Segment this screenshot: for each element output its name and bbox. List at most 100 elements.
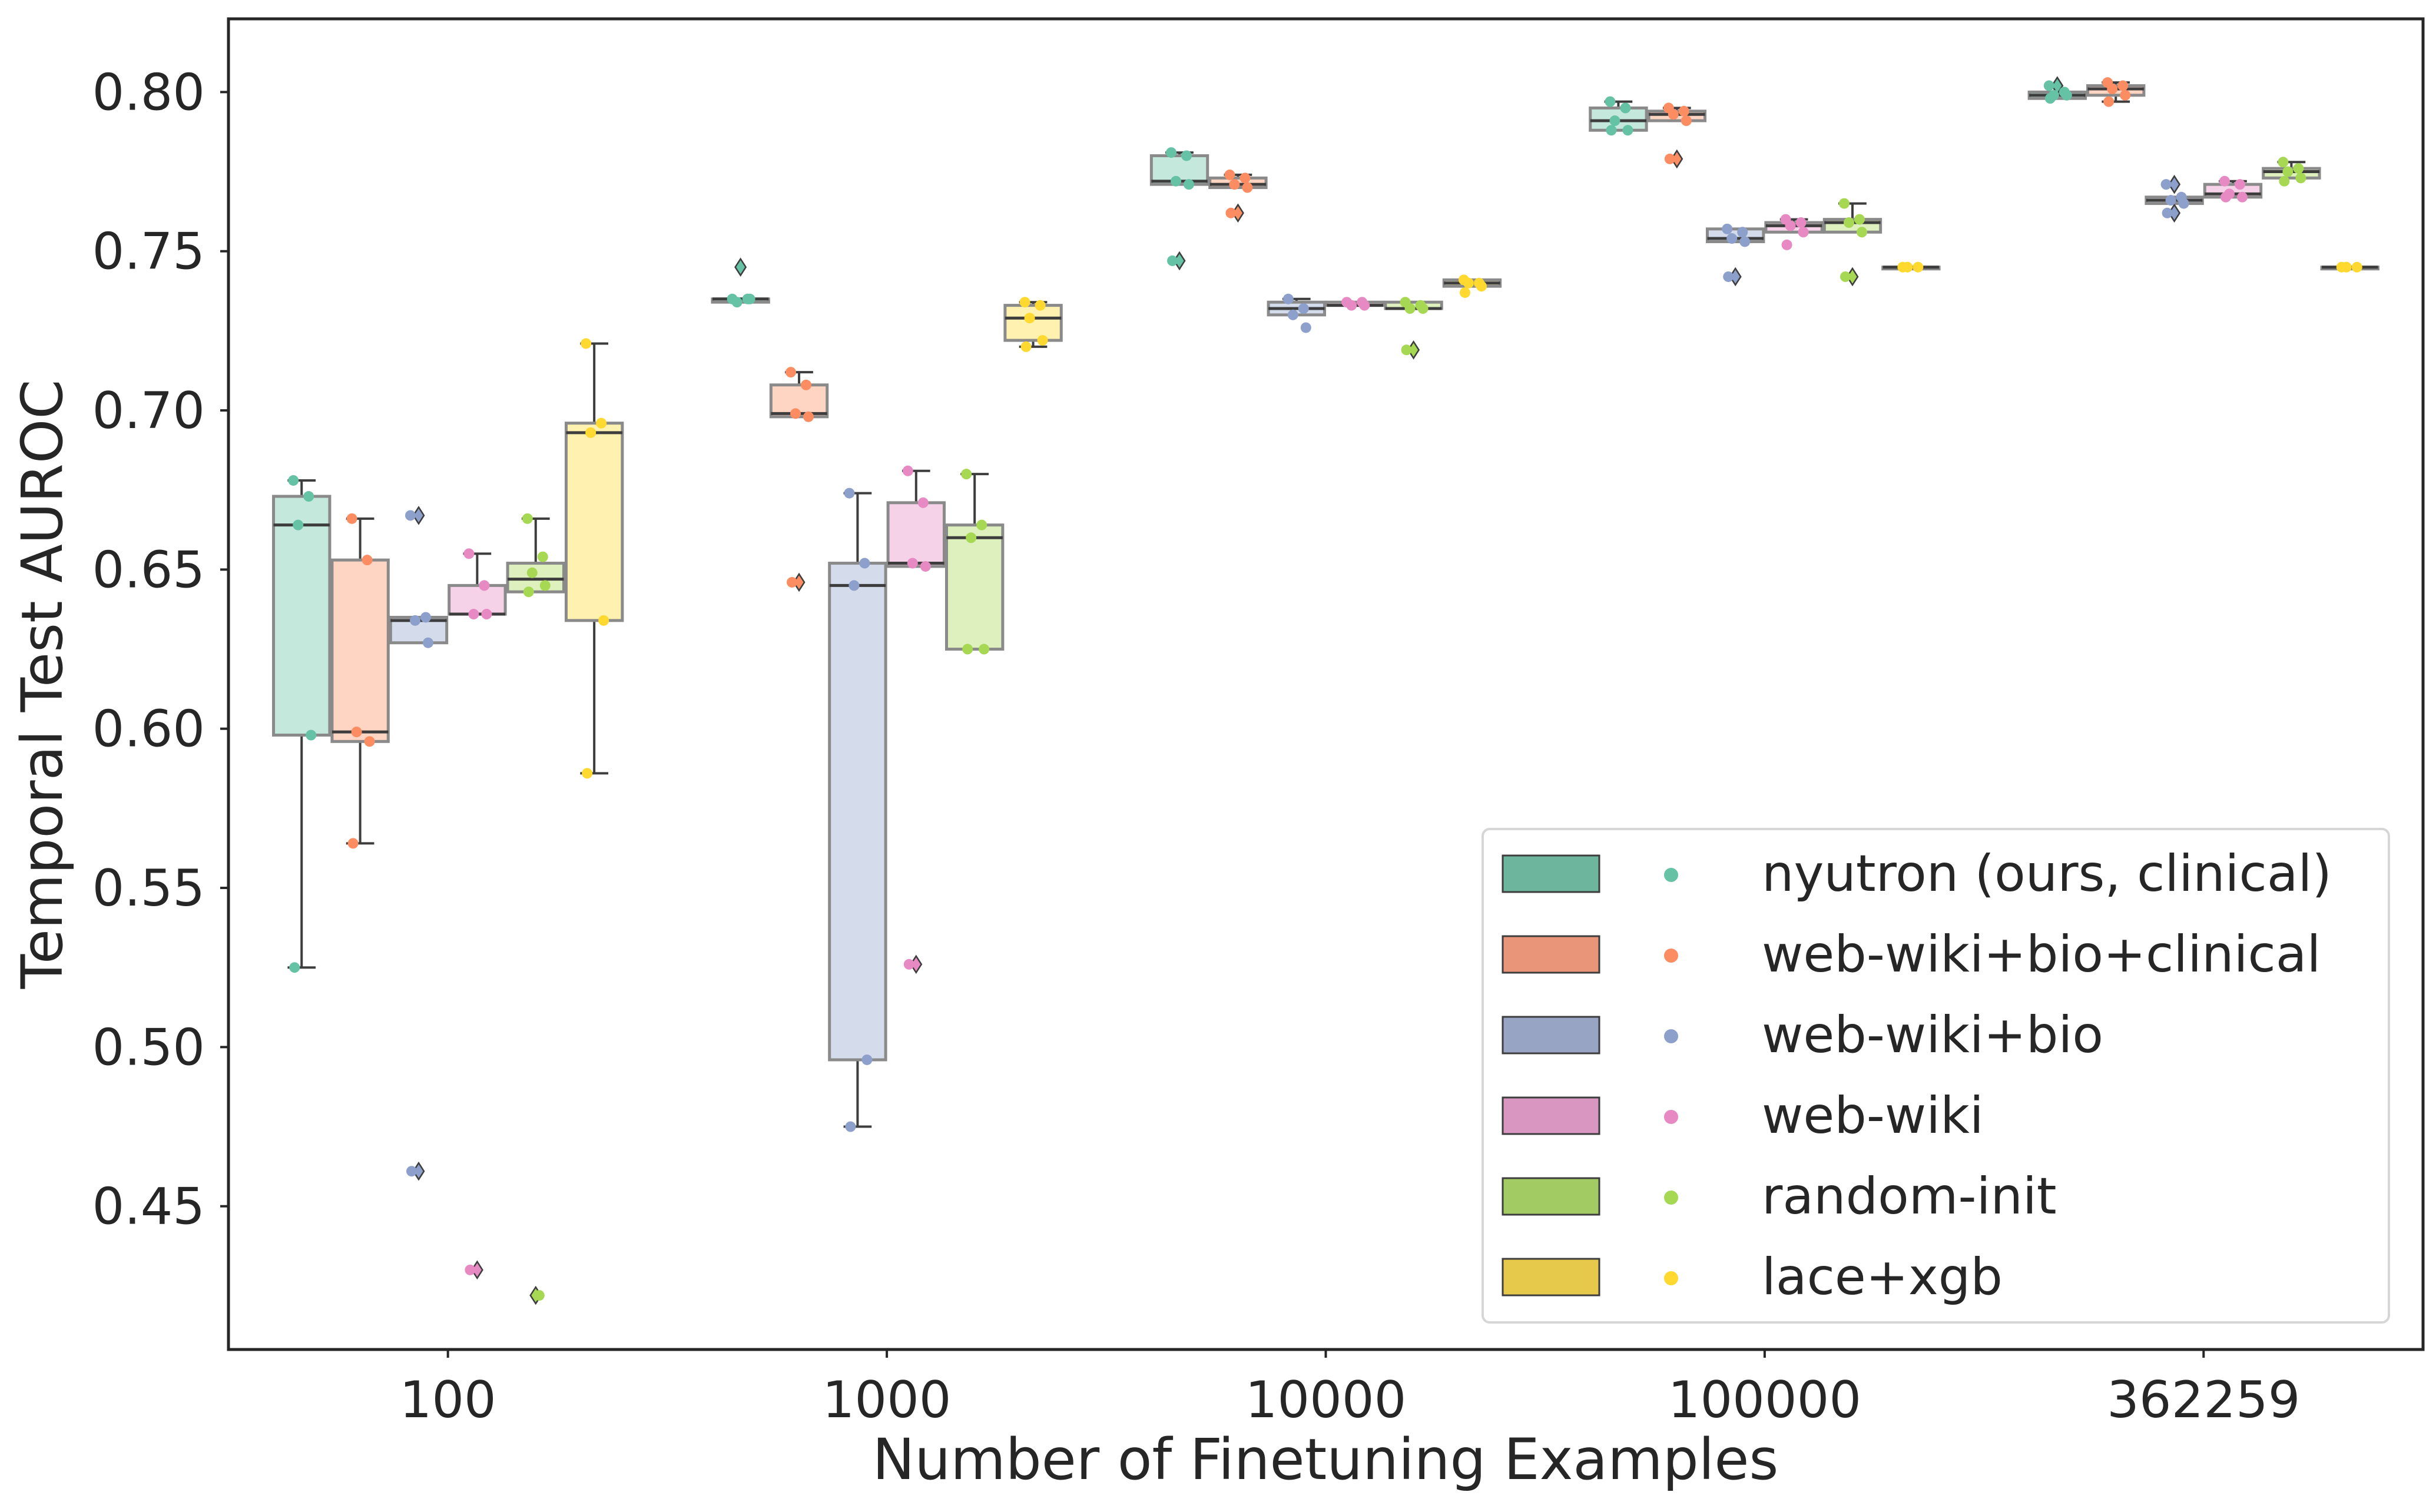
data-point bbox=[362, 555, 373, 566]
data-point bbox=[463, 548, 475, 559]
data-point bbox=[902, 465, 913, 476]
data-point bbox=[962, 644, 973, 655]
x-tick-label: 100 bbox=[400, 1371, 496, 1430]
series-1 bbox=[330, 77, 2146, 849]
data-point bbox=[1668, 109, 1679, 120]
legend-marker bbox=[1664, 868, 1678, 882]
box-group bbox=[1384, 297, 1443, 360]
box-group bbox=[1706, 223, 1765, 287]
data-point bbox=[1838, 198, 1850, 209]
data-point bbox=[410, 615, 421, 626]
box-group bbox=[1003, 297, 1063, 352]
data-point bbox=[2236, 191, 2248, 203]
data-point bbox=[1229, 179, 1240, 190]
box bbox=[448, 583, 507, 616]
data-point bbox=[351, 727, 362, 738]
data-point bbox=[2178, 198, 2189, 209]
data-point bbox=[1606, 125, 1617, 136]
data-point bbox=[1840, 271, 1851, 282]
data-point bbox=[1463, 277, 1474, 289]
legend-marker bbox=[1664, 1110, 1678, 1124]
data-point bbox=[790, 408, 801, 419]
data-point bbox=[1037, 335, 1048, 346]
data-point bbox=[1224, 169, 1235, 180]
data-point bbox=[405, 510, 416, 521]
data-point bbox=[907, 558, 918, 569]
data-point bbox=[1166, 147, 1177, 158]
data-point bbox=[1359, 300, 1370, 311]
data-point bbox=[2234, 179, 2245, 190]
data-point bbox=[920, 561, 931, 572]
y-tick-label: 0.45 bbox=[92, 1178, 205, 1236]
data-point bbox=[859, 558, 870, 569]
data-point bbox=[2043, 80, 2054, 91]
data-point bbox=[2220, 191, 2231, 203]
legend-label: web-wiki+bio+clinical bbox=[1762, 925, 2321, 984]
data-point bbox=[1622, 125, 1633, 136]
data-point bbox=[2351, 261, 2362, 273]
data-point bbox=[1298, 303, 1309, 314]
box-group bbox=[1647, 102, 1707, 169]
data-point bbox=[1476, 281, 1487, 292]
data-point bbox=[849, 580, 860, 591]
box-group bbox=[389, 506, 449, 1181]
data-point bbox=[523, 586, 534, 598]
data-point bbox=[288, 475, 299, 486]
data-point bbox=[1854, 214, 1865, 225]
data-point bbox=[303, 491, 314, 502]
box bbox=[272, 495, 332, 737]
data-point bbox=[976, 519, 987, 530]
data-point bbox=[903, 959, 914, 970]
data-point bbox=[2103, 96, 2114, 107]
data-point bbox=[582, 768, 593, 779]
data-point bbox=[1902, 261, 1913, 273]
data-point bbox=[801, 379, 812, 390]
data-point bbox=[2279, 175, 2290, 187]
outlier-point bbox=[734, 257, 747, 277]
y-tick-label: 0.50 bbox=[92, 1018, 205, 1077]
data-point bbox=[1605, 96, 1616, 107]
box bbox=[828, 562, 887, 1062]
box-group bbox=[2145, 174, 2204, 223]
data-point bbox=[1181, 150, 1192, 161]
data-point bbox=[1609, 115, 1620, 127]
y-tick-label: 0.65 bbox=[92, 541, 205, 599]
data-point bbox=[1678, 105, 1689, 117]
box-group bbox=[1208, 169, 1268, 223]
data-point bbox=[364, 736, 375, 747]
box-group bbox=[944, 469, 1005, 655]
legend-item: nyutron (ours, clinical) bbox=[1502, 844, 2332, 903]
series-4 bbox=[506, 157, 2321, 1305]
data-point bbox=[2044, 93, 2056, 104]
outlier-point bbox=[2168, 174, 2181, 194]
legend-item: web-wiki+bio bbox=[1502, 1006, 2103, 1065]
data-point bbox=[2117, 80, 2129, 91]
data-point bbox=[2165, 195, 2176, 206]
data-point bbox=[347, 838, 359, 849]
data-point bbox=[1167, 255, 1178, 266]
y-tick-label: 0.70 bbox=[92, 382, 205, 440]
data-point bbox=[539, 580, 551, 591]
data-point bbox=[1913, 261, 1924, 273]
x-tick-label: 100000 bbox=[1668, 1371, 1861, 1430]
data-point bbox=[803, 411, 814, 422]
data-point bbox=[1239, 173, 1251, 184]
data-point bbox=[1171, 175, 1182, 187]
data-point bbox=[2278, 157, 2289, 168]
box-group bbox=[2203, 175, 2263, 203]
legend-label: web-wiki+bio bbox=[1762, 1006, 2103, 1065]
data-point bbox=[2219, 175, 2230, 187]
box-group bbox=[828, 488, 887, 1132]
x-tick-label: 362259 bbox=[2107, 1371, 2300, 1430]
y-axis-ticks: 0.45 0.50 0.55 0.60 0.65 0.70 0.75 0.80 bbox=[92, 63, 228, 1236]
data-point bbox=[2341, 261, 2352, 273]
data-point bbox=[786, 367, 797, 378]
legend-item: web-wiki bbox=[1502, 1086, 1984, 1145]
data-point bbox=[598, 615, 609, 626]
data-point bbox=[966, 532, 977, 543]
data-point bbox=[1019, 297, 1030, 308]
data-point bbox=[844, 488, 855, 499]
data-point bbox=[961, 469, 972, 480]
box-group bbox=[886, 465, 946, 974]
